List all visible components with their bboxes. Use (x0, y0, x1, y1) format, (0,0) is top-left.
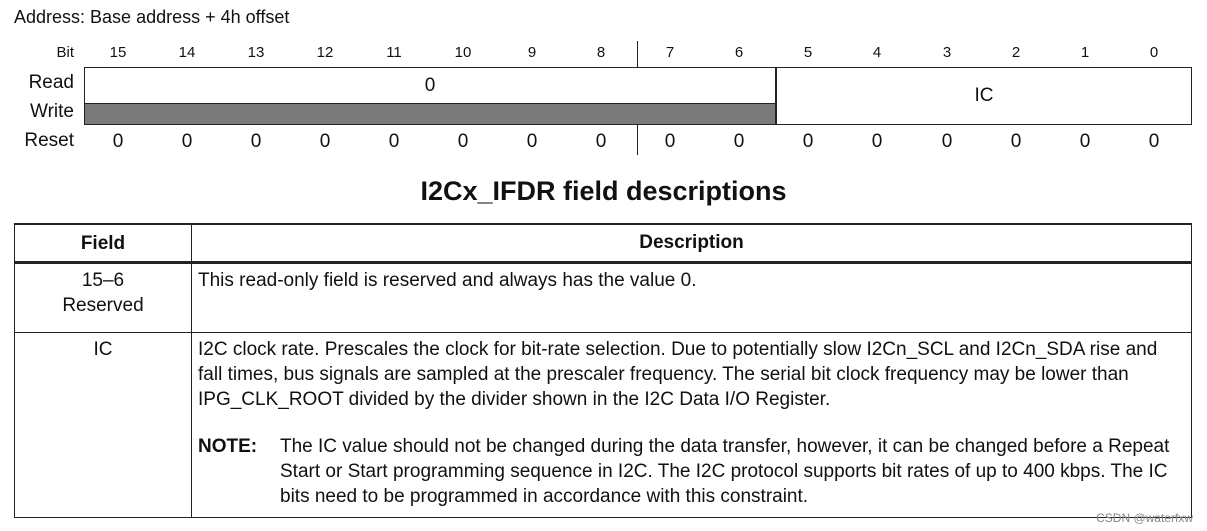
note-block: NOTE: The IC value should not be changed… (198, 434, 1185, 509)
bit-number: 15 (109, 44, 127, 61)
field-cell: IC (14, 332, 192, 518)
table-row: IC I2C clock rate. Prescales the clock f… (14, 332, 1192, 518)
bit-number: 7 (665, 44, 675, 61)
note-label: NOTE: (198, 436, 258, 457)
reset-value: 0 (664, 131, 676, 152)
bit-number: 9 (527, 44, 537, 61)
bit-number: 10 (454, 44, 472, 61)
reset-value: 0 (733, 131, 745, 152)
bit-number: 8 (596, 44, 606, 61)
bit-number: 4 (872, 44, 882, 61)
field-descriptions-table: Field Description 15–6 Reserved This rea… (14, 223, 1192, 518)
ic-field-name: IC (974, 85, 994, 106)
bit-number: 5 (803, 44, 813, 61)
byte-divider-bottom (637, 125, 638, 155)
bit-number: 6 (734, 44, 744, 61)
reset-value: 0 (181, 131, 193, 152)
bit-number: 2 (1011, 44, 1021, 61)
field-name: IC (93, 339, 113, 360)
reset-value: 0 (1148, 131, 1160, 152)
reset-value: 0 (1010, 131, 1022, 152)
ic-field: IC (776, 67, 1192, 125)
reset-value: 0 (112, 131, 124, 152)
bit-number: 11 (386, 44, 402, 61)
write-row-label: Write (30, 101, 74, 122)
read-row-label: Read (28, 72, 74, 93)
reset-value: 0 (526, 131, 538, 152)
bit-row-label: Bit (56, 44, 74, 61)
reserved-read-field: 0 (84, 67, 776, 103)
bit-number: 0 (1149, 44, 1159, 61)
register-address: Address: Base address + 4h offset (14, 7, 290, 27)
reset-value: 0 (1079, 131, 1091, 152)
reset-value: 0 (871, 131, 883, 152)
reset-value: 0 (595, 131, 607, 152)
reset-row-label: Reset (24, 130, 74, 151)
bit-number: 3 (942, 44, 952, 61)
watermark: CSDN @waterfxw (1096, 511, 1193, 525)
field-bits: 15–6 (81, 270, 125, 291)
table-header-row: Field Description (14, 223, 1192, 264)
reset-value: 0 (250, 131, 262, 152)
table-row: 15–6 Reserved This read-only field is re… (14, 262, 1192, 333)
description-cell: This read-only field is reserved and alw… (191, 262, 1192, 333)
bit-number: 14 (178, 44, 196, 61)
reserved-read-value: 0 (424, 74, 436, 96)
field-cell: 15–6 Reserved (14, 262, 192, 333)
description-cell: I2C clock rate. Prescales the clock for … (191, 332, 1192, 518)
byte-divider-top (637, 41, 638, 67)
bit-number: 1 (1080, 44, 1090, 61)
reset-value: 0 (457, 131, 469, 152)
field-column-header: Field (14, 223, 192, 264)
field-name: Reserved (62, 295, 144, 316)
bit-number: 13 (247, 44, 265, 61)
reset-value: 0 (802, 131, 814, 152)
description-text: I2C clock rate. Prescales the clock for … (198, 339, 1158, 410)
reset-value: 0 (941, 131, 953, 152)
table-title: I2Cx_IFDR field descriptions (420, 176, 787, 206)
bit-number: 12 (316, 44, 334, 61)
description-column-header: Description (191, 223, 1192, 264)
note-text: The IC value should not be changed durin… (280, 436, 1170, 507)
reset-value: 0 (388, 131, 400, 152)
reserved-write-field (84, 103, 776, 125)
reset-value: 0 (319, 131, 331, 152)
